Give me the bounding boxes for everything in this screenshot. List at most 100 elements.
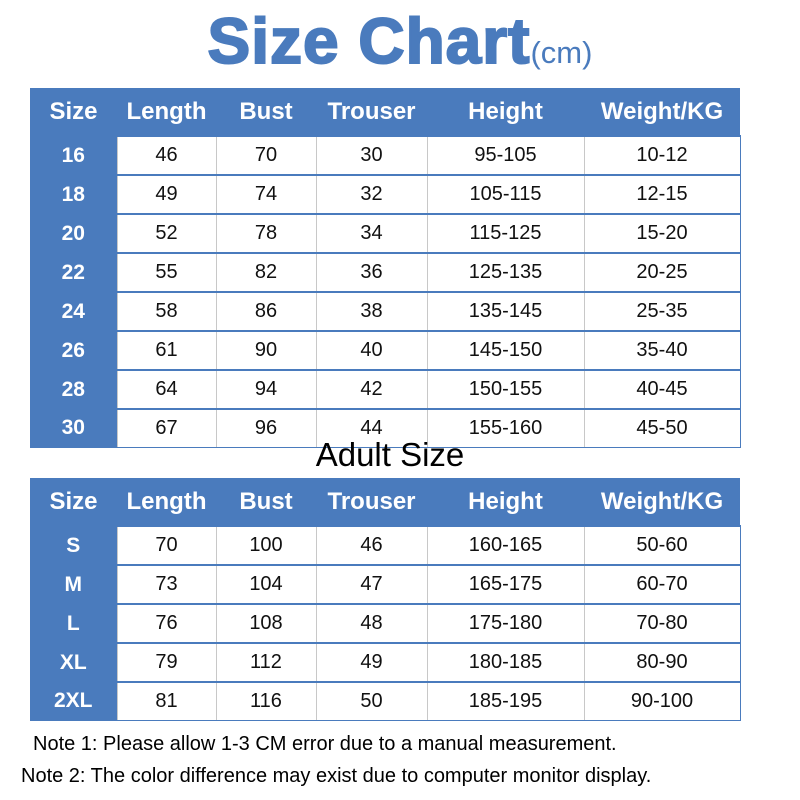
table-row: 2XL 81 116 50 185-195 90-100 bbox=[30, 681, 741, 721]
cell-height: 145-150 bbox=[426, 330, 584, 370]
cell-trouser: 38 bbox=[315, 291, 427, 331]
page-title: Size Chart(cm) bbox=[0, 4, 800, 78]
header-weight: Weight/KG bbox=[584, 88, 740, 136]
cell-size: 24 bbox=[30, 292, 117, 331]
table-row: 30 67 96 44 155-160 45-50 bbox=[30, 408, 741, 448]
adult-size-table: Size Length Bust Trouser Height Weight/KG S 70… bbox=[30, 478, 741, 721]
cell-weight: 90-100 bbox=[583, 681, 741, 721]
cell-trouser: 42 bbox=[315, 369, 427, 409]
header-bust: Bust bbox=[216, 478, 316, 526]
cell-length: 46 bbox=[116, 135, 216, 175]
cell-weight: 80-90 bbox=[583, 642, 741, 682]
cell-bust: 100 bbox=[215, 525, 316, 565]
cell-size: 30 bbox=[30, 409, 117, 448]
header-size: Size bbox=[30, 88, 117, 136]
cell-bust: 74 bbox=[215, 174, 316, 214]
cell-bust: 78 bbox=[215, 213, 316, 253]
title-main: Size Chart bbox=[207, 4, 531, 78]
cell-bust: 86 bbox=[215, 291, 316, 331]
cell-trouser: 47 bbox=[315, 564, 427, 604]
cell-weight: 20-25 bbox=[583, 252, 741, 292]
cell-size: 18 bbox=[30, 175, 117, 214]
cell-weight: 12-15 bbox=[583, 174, 741, 214]
header-trouser: Trouser bbox=[316, 88, 427, 136]
cell-trouser: 30 bbox=[315, 135, 427, 175]
cell-trouser: 40 bbox=[315, 330, 427, 370]
cell-weight: 40-45 bbox=[583, 369, 741, 409]
cell-trouser: 44 bbox=[315, 408, 427, 448]
cell-length: 79 bbox=[116, 642, 216, 682]
cell-size: 2XL bbox=[30, 682, 117, 721]
cell-size: 16 bbox=[30, 136, 117, 175]
cell-size: 22 bbox=[30, 253, 117, 292]
header-length: Length bbox=[117, 88, 216, 136]
cell-length: 49 bbox=[116, 174, 216, 214]
cell-bust: 70 bbox=[215, 135, 316, 175]
cell-height: 105-115 bbox=[426, 174, 584, 214]
cell-height: 185-195 bbox=[426, 681, 584, 721]
table-row: 24 58 86 38 135-145 25-35 bbox=[30, 291, 741, 331]
cell-height: 95-105 bbox=[426, 135, 584, 175]
kids-size-table: Size Length Bust Trouser Height Weight/KG 16 4… bbox=[30, 88, 741, 448]
note-1: Note 1: Please allow 1-3 CM error due to… bbox=[33, 733, 617, 755]
cell-height: 115-125 bbox=[426, 213, 584, 253]
cell-size: 20 bbox=[30, 214, 117, 253]
cell-size: 28 bbox=[30, 370, 117, 409]
cell-height: 155-160 bbox=[426, 408, 584, 448]
cell-bust: 104 bbox=[215, 564, 316, 604]
cell-trouser: 32 bbox=[315, 174, 427, 214]
title-unit: (cm) bbox=[530, 35, 593, 70]
cell-trouser: 34 bbox=[315, 213, 427, 253]
cell-length: 64 bbox=[116, 369, 216, 409]
cell-weight: 45-50 bbox=[583, 408, 741, 448]
cell-length: 52 bbox=[116, 213, 216, 253]
cell-weight: 15-20 bbox=[583, 213, 741, 253]
cell-height: 175-180 bbox=[426, 603, 584, 643]
cell-size: L bbox=[30, 604, 117, 643]
cell-length: 67 bbox=[116, 408, 216, 448]
table-row: 22 55 82 36 125-135 20-25 bbox=[30, 252, 741, 292]
cell-size: XL bbox=[30, 643, 117, 682]
table-row: 28 64 94 42 150-155 40-45 bbox=[30, 369, 741, 409]
cell-height: 135-145 bbox=[426, 291, 584, 331]
cell-bust: 108 bbox=[215, 603, 316, 643]
cell-height: 160-165 bbox=[426, 525, 584, 565]
table-header-row: Size Length Bust Trouser Height Weight/KG bbox=[30, 478, 740, 526]
table-row: M 73 104 47 165-175 60-70 bbox=[30, 564, 741, 604]
cell-length: 81 bbox=[116, 681, 216, 721]
cell-length: 55 bbox=[116, 252, 216, 292]
table-row: 20 52 78 34 115-125 15-20 bbox=[30, 213, 741, 253]
header-length: Length bbox=[117, 478, 216, 526]
header-height: Height bbox=[427, 478, 584, 526]
adult-size-heading: Adult Size bbox=[315, 436, 465, 473]
cell-trouser: 46 bbox=[315, 525, 427, 565]
table-row: L 76 108 48 175-180 70-80 bbox=[30, 603, 741, 643]
cell-weight: 60-70 bbox=[583, 564, 741, 604]
table-row: 18 49 74 32 105-115 12-15 bbox=[30, 174, 741, 214]
header-size: Size bbox=[30, 478, 117, 526]
table-row: XL 79 112 49 180-185 80-90 bbox=[30, 642, 741, 682]
cell-weight: 35-40 bbox=[583, 330, 741, 370]
cell-weight: 70-80 bbox=[583, 603, 741, 643]
cell-trouser: 49 bbox=[315, 642, 427, 682]
table-row: 16 46 70 30 95-105 10-12 bbox=[30, 135, 741, 175]
cell-size: M bbox=[30, 565, 117, 604]
cell-size: S bbox=[30, 526, 117, 565]
cell-trouser: 50 bbox=[315, 681, 427, 721]
cell-weight: 25-35 bbox=[583, 291, 741, 331]
cell-weight: 50-60 bbox=[583, 525, 741, 565]
cell-trouser: 48 bbox=[315, 603, 427, 643]
cell-length: 76 bbox=[116, 603, 216, 643]
cell-height: 125-135 bbox=[426, 252, 584, 292]
cell-weight: 10-12 bbox=[583, 135, 741, 175]
cell-length: 70 bbox=[116, 525, 216, 565]
cell-bust: 94 bbox=[215, 369, 316, 409]
cell-trouser: 36 bbox=[315, 252, 427, 292]
table-header-row: Size Length Bust Trouser Height Weight/KG bbox=[30, 88, 740, 136]
header-weight: Weight/KG bbox=[584, 478, 740, 526]
cell-height: 150-155 bbox=[426, 369, 584, 409]
header-height: Height bbox=[427, 88, 584, 136]
cell-bust: 82 bbox=[215, 252, 316, 292]
cell-size: 26 bbox=[30, 331, 117, 370]
table-row: S 70 100 46 160-165 50-60 bbox=[30, 525, 741, 565]
